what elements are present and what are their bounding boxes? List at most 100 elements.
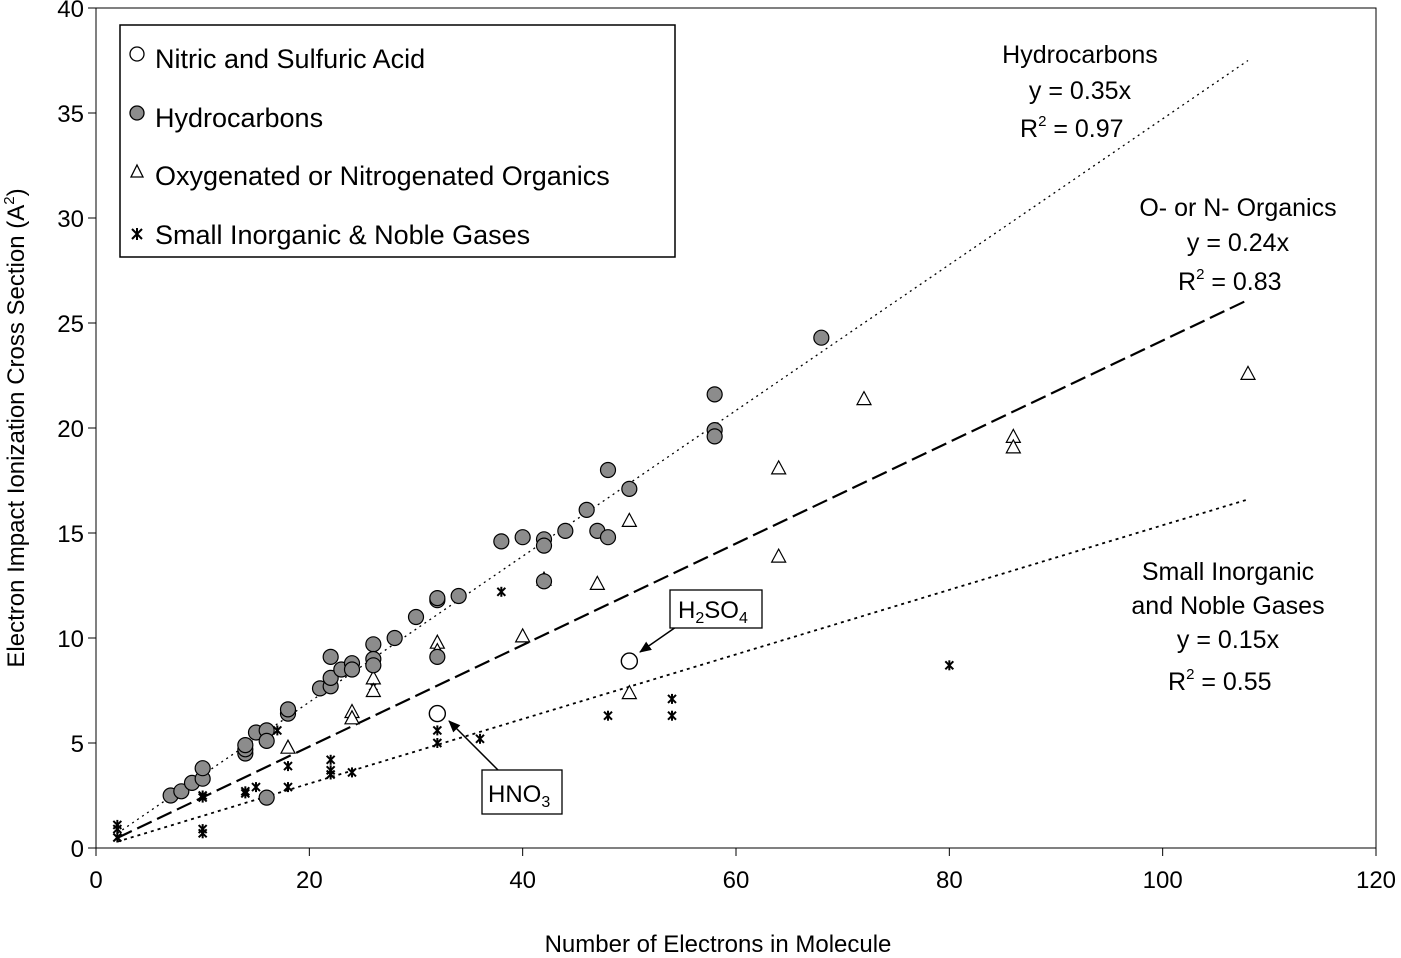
annotation-organics-r2: R2 = 0.83 [1178, 266, 1282, 296]
y-axis-title-close: ) [3, 188, 30, 196]
point-hydrocarbon [194, 760, 211, 777]
annotation-inorganic-label-1: Small Inorganic [1142, 558, 1314, 586]
point-acid [620, 652, 639, 670]
point-hydrocarbon [706, 428, 723, 445]
point-hydrocarbon [258, 732, 275, 750]
x-tick-label: 60 [723, 867, 750, 894]
point-inorganic [667, 693, 677, 704]
point-hydrocarbon [237, 736, 254, 754]
point-inorganic [944, 660, 955, 671]
point-organic [1005, 438, 1022, 454]
callout-h2so4: H2SO4 [639, 589, 763, 653]
point-inorganic [112, 832, 123, 843]
y-tick-label: 10 [57, 626, 84, 653]
annotation-organics-eq: y = 0.24x [1187, 229, 1290, 257]
point-hydrocarbon [258, 789, 275, 806]
x-tick-label: 120 [1356, 867, 1396, 894]
legend-label-inorganic: Small Inorganic & Noble Gases [155, 220, 530, 250]
y-tick-label: 30 [57, 206, 84, 233]
point-organic [589, 575, 606, 590]
point-hydrocarbon [365, 657, 382, 674]
point-organic [855, 390, 873, 406]
callout-hno3-text: HNO3 [488, 781, 550, 811]
point-hydrocarbon [535, 573, 553, 590]
legend-label-hydrocarbons: Hydrocarbons [155, 103, 323, 133]
point-organic [621, 684, 638, 700]
y-tick-label: 25 [57, 311, 84, 338]
y-axis-title-main: Electron Impact Ionization Cross Section… [3, 205, 30, 668]
x-tick-label: 20 [296, 867, 323, 894]
point-inorganic [283, 761, 293, 772]
x-tick-label: 0 [89, 867, 102, 894]
point-inorganic [197, 828, 208, 839]
point-hydrocarbon [343, 661, 361, 678]
point-inorganic [325, 769, 336, 780]
x-tick-label: 40 [509, 867, 536, 894]
point-inorganic [325, 754, 336, 765]
point-inorganic [667, 710, 677, 721]
point-hydrocarbon [514, 529, 531, 546]
legend-label-acids: Nitric and Sulfuric Acid [155, 44, 425, 74]
x-axis-title: Number of Electrons in Molecule [545, 931, 892, 958]
annotation-inorganic: Small Inorganic and Noble Gases y = 0.15… [1131, 558, 1324, 696]
y-tick-label: 40 [57, 0, 84, 23]
point-organic [770, 459, 787, 475]
point-hydrocarbon [599, 529, 617, 546]
legend-marker-asterisk [131, 228, 143, 240]
point-hydrocarbon [429, 589, 446, 607]
y-tick-label: 15 [57, 521, 84, 548]
y-tick-label: 35 [57, 101, 84, 128]
point-inorganic [347, 767, 357, 778]
annotation-hydrocarbons-label: Hydrocarbons [1002, 41, 1158, 69]
point-acid [428, 704, 447, 723]
y-tick-label: 20 [57, 416, 84, 443]
point-organic [1239, 365, 1257, 380]
callout-h2so4-box [669, 589, 763, 629]
point-organic [514, 627, 531, 643]
point-hydrocarbon [450, 587, 467, 605]
point-hydrocarbon [279, 701, 297, 718]
annotation-hydrocarbons: Hydrocarbons y = 0.35x R2 = 0.97 [1002, 41, 1158, 143]
trendline [116, 298, 1249, 839]
point-hydrocarbon [429, 648, 446, 666]
data-points [112, 329, 1257, 843]
y-axis-title-sup: 2 [1, 196, 18, 204]
annotation-inorganic-r2: R2 = 0.55 [1168, 666, 1272, 696]
trendline [116, 59, 1249, 834]
point-organic [770, 547, 787, 563]
point-hydrocarbon [535, 537, 553, 554]
point-hydrocarbon [407, 608, 425, 626]
point-hydrocarbon [173, 783, 190, 800]
annotation-organics-label: O- or N- Organics [1139, 194, 1336, 222]
legend-marker-filled-circle [129, 105, 145, 121]
point-inorganic [432, 738, 443, 748]
point-hydrocarbon [599, 461, 617, 479]
point-organic [343, 709, 361, 725]
point-organic [365, 682, 382, 698]
point-hydrocarbon [365, 636, 382, 653]
point-inorganic [251, 782, 261, 793]
annotation-inorganic-label-2: and Noble Gases [1131, 592, 1324, 620]
point-inorganic [197, 792, 208, 803]
point-inorganic [112, 824, 123, 835]
x-tick-label: 100 [1143, 867, 1183, 894]
legend-marker-open-circle [129, 46, 145, 62]
point-inorganic [240, 788, 251, 799]
legend-marker-triangle [129, 163, 145, 178]
annotation-hydrocarbons-eq: y = 0.35x [1029, 77, 1132, 105]
callout-h2so4-arrow [639, 626, 677, 653]
x-tick-label: 80 [936, 867, 963, 894]
y-tick-label: 0 [71, 836, 84, 863]
point-hydrocarbon [386, 629, 403, 647]
annotation-organics-r2-value: = 0.83 [1204, 268, 1281, 296]
annotation-hydrocarbons-r2-value: = 0.97 [1046, 115, 1123, 143]
annotation-inorganic-eq: y = 0.15x [1177, 626, 1280, 654]
point-inorganic [272, 725, 283, 736]
point-hydrocarbon [322, 669, 339, 687]
legend-label-organics: Oxygenated or Nitrogenated Organics [155, 161, 610, 191]
legend: Nitric and Sulfuric Acid Hydrocarbons Ox… [119, 24, 676, 258]
callout-h2so4-text: H2SO4 [678, 597, 748, 627]
point-inorganic [475, 733, 485, 744]
point-inorganic [432, 725, 443, 736]
